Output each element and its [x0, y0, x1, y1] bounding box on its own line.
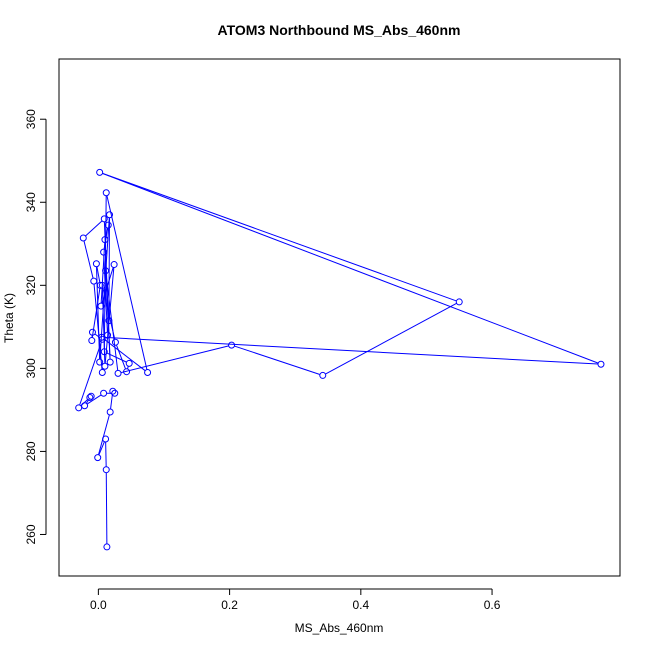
- data-point: [106, 358, 114, 366]
- data-point: [106, 211, 114, 219]
- y-tick-label: 300: [24, 358, 38, 378]
- series-line-segment: [85, 220, 103, 237]
- series-line-segment: [79, 341, 102, 406]
- data-point: [114, 369, 122, 377]
- data-point: [228, 341, 236, 349]
- x-tick-label: 0.2: [221, 598, 238, 612]
- data-point: [102, 189, 110, 197]
- y-tick-label: 340: [24, 192, 38, 212]
- data-point: [102, 466, 110, 474]
- data-point: [109, 387, 117, 395]
- data-point: [81, 402, 89, 410]
- plot-area-frame: [58, 58, 621, 577]
- series-line-segment: [104, 336, 599, 365]
- x-axis: 0.0 0.2 0.4 0.6: [90, 588, 501, 612]
- y-axis-label: Theta (K): [2, 293, 16, 343]
- data-point: [98, 369, 106, 377]
- series-line-segment: [96, 266, 101, 283]
- data-point: [79, 234, 87, 242]
- data-point: [96, 281, 104, 289]
- data-point: [104, 221, 112, 229]
- data-point: [319, 371, 327, 379]
- series-line-segment: [116, 344, 126, 370]
- y-tick-label: 320: [24, 275, 38, 295]
- data-point: [455, 298, 463, 306]
- series-line-segment: [106, 195, 148, 370]
- series-line-segment: [102, 172, 599, 364]
- series-line-segment: [102, 172, 457, 302]
- data-point: [100, 215, 108, 223]
- data-point: [144, 369, 152, 377]
- series-line-segment: [86, 394, 102, 405]
- series-line-segment: [234, 345, 321, 375]
- chart-title: ATOM3 Northbound MS_Abs_460nm: [218, 22, 461, 38]
- series-line-segment: [93, 284, 103, 370]
- data-point: [125, 359, 133, 367]
- data-point: [96, 168, 104, 176]
- data-point: [100, 348, 108, 356]
- series-layer: [75, 168, 605, 551]
- series-line-segment: [110, 394, 113, 410]
- x-tick-label: 0.4: [352, 598, 369, 612]
- y-tick-label: 360: [24, 109, 38, 129]
- series-line-segment: [325, 302, 457, 375]
- data-point: [97, 302, 105, 310]
- series-line-segment: [105, 472, 108, 544]
- data-point: [111, 389, 119, 397]
- data-point: [100, 248, 108, 256]
- data-point: [98, 333, 106, 341]
- data-point: [75, 404, 83, 412]
- data-point: [98, 281, 106, 289]
- data-point: [110, 261, 118, 269]
- series-line-segment: [103, 338, 146, 372]
- series-line-segment: [83, 240, 94, 279]
- data-point: [105, 317, 113, 325]
- data-point: [597, 360, 605, 368]
- series-line-segment: [98, 441, 105, 456]
- data-point: [102, 267, 110, 275]
- data-point: [88, 328, 96, 336]
- data-point: [102, 435, 110, 443]
- series-line-segment: [98, 414, 110, 455]
- data-point: [104, 331, 112, 339]
- data-point: [94, 454, 102, 462]
- y-axis: 260 280 300 320 340 360: [24, 109, 47, 544]
- series-line-segment: [120, 345, 229, 374]
- x-tick-label: 0.0: [90, 598, 107, 612]
- data-point: [88, 337, 96, 345]
- data-point: [106, 408, 114, 416]
- data-point: [92, 260, 100, 268]
- y-tick-label: 280: [24, 441, 38, 461]
- series-line-segment: [85, 398, 90, 404]
- series-line-segment: [105, 441, 107, 467]
- series-line-segment: [101, 288, 106, 364]
- data-point: [101, 362, 109, 370]
- data-point: [86, 393, 94, 401]
- x-tick-label: 0.6: [484, 598, 501, 612]
- series-line-segment: [103, 221, 111, 360]
- data-point: [101, 236, 109, 244]
- data-point: [111, 338, 119, 346]
- y-tick-label: 260: [24, 524, 38, 544]
- data-point: [123, 368, 131, 376]
- x-axis-label: MS_Abs_460nm: [295, 621, 384, 635]
- data-point: [100, 389, 108, 397]
- data-point: [90, 277, 98, 285]
- data-point: [96, 358, 104, 366]
- data-point: [87, 392, 95, 400]
- data-point: [103, 543, 111, 551]
